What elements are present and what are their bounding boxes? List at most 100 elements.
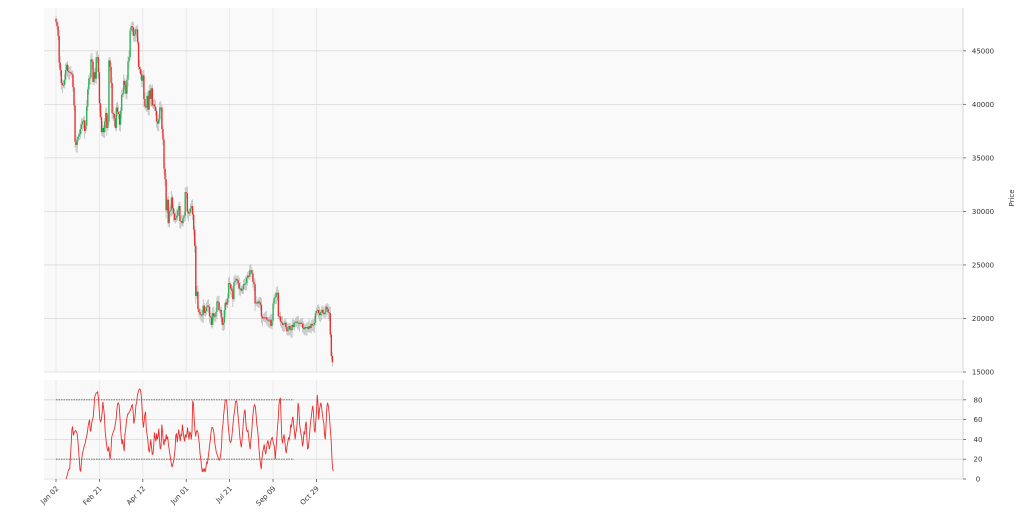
candle-up (244, 283, 247, 285)
candle-up (324, 312, 326, 315)
candle-down (131, 26, 133, 28)
candle-down (140, 69, 142, 75)
candle-down (71, 73, 73, 75)
candle-down (328, 312, 330, 314)
candle-up (272, 303, 274, 321)
candle-down (286, 327, 288, 332)
candle-down (172, 208, 175, 214)
indicator-layer (56, 388, 334, 480)
indicator-tick-label: 20 (974, 456, 983, 464)
candle-up (233, 282, 235, 300)
candle-down (61, 82, 64, 86)
candle-down (132, 27, 135, 36)
candle-down (141, 74, 143, 81)
y-tick-label: 30000 (972, 208, 994, 216)
candle-down (164, 168, 166, 180)
x-tick-label: Feb 21 (82, 485, 104, 507)
candle-up (166, 199, 168, 211)
candle-up (142, 75, 144, 81)
candle-down (173, 213, 176, 220)
candle-up (227, 283, 230, 299)
candle-down (185, 192, 187, 194)
x-tick-label: Sep 09 (255, 485, 278, 508)
candle-down (117, 111, 120, 114)
candle-up (62, 85, 65, 87)
candle-down (156, 121, 159, 124)
candle-down (116, 107, 119, 112)
candle-down (210, 317, 213, 325)
candle-down (277, 292, 280, 317)
candle-up (133, 34, 136, 36)
candle-down (110, 66, 112, 83)
candle-down (91, 59, 93, 62)
candle-up (274, 297, 276, 299)
candle-down (155, 110, 158, 122)
candle-down (317, 309, 320, 314)
candle-down (267, 319, 269, 321)
candle-down (138, 66, 141, 70)
candle-down (167, 199, 169, 224)
candle-up (104, 121, 106, 133)
candle-up (107, 121, 109, 128)
candle-up (176, 215, 178, 218)
candle-down (228, 283, 231, 285)
candle-up (287, 330, 289, 332)
candle-down (75, 141, 77, 146)
candle-down (136, 29, 139, 43)
candle-down (143, 75, 145, 99)
candle-down (307, 327, 309, 330)
candle-down (73, 87, 75, 106)
candle-down (92, 61, 94, 82)
candle-down (309, 325, 311, 329)
candle-up (134, 29, 137, 35)
candle-up (246, 275, 249, 278)
candle-up (310, 323, 312, 329)
candle-down (124, 80, 126, 86)
candle-down (252, 273, 254, 283)
candle-down (225, 302, 228, 305)
candle-down (179, 206, 181, 222)
candle-down (200, 314, 202, 316)
candle-down (97, 57, 100, 73)
candle-up (299, 322, 302, 324)
candle-up (184, 192, 186, 216)
candle-down (251, 270, 253, 274)
candle-up (160, 107, 162, 109)
candle-down (111, 82, 113, 113)
x-tick-label: Jan 02 (39, 485, 61, 507)
candle-down (285, 322, 287, 328)
candle-down (186, 193, 189, 212)
candle-down (326, 306, 328, 309)
candle-up (76, 139, 78, 146)
indicator-tick-label: 80 (974, 396, 983, 404)
indicator-tick-label: 0 (976, 476, 980, 484)
candle-up (79, 128, 82, 135)
candle-down (55, 18, 57, 22)
candle-down (218, 302, 220, 310)
candle-up (264, 317, 267, 319)
candle-down (149, 90, 151, 99)
candle-down (258, 301, 261, 303)
candle-up (294, 321, 297, 323)
candle-down (114, 118, 117, 128)
candle-up (320, 312, 322, 316)
candle-down (213, 313, 215, 317)
candle-up (170, 197, 173, 211)
candle-down (74, 105, 76, 142)
candle-up (119, 110, 122, 125)
candle-down (238, 283, 240, 289)
candle-up (105, 112, 107, 122)
candle-up (80, 124, 83, 129)
candle-down (147, 95, 149, 110)
candle-down (199, 312, 201, 315)
candle-down (231, 288, 233, 291)
candle-up (275, 292, 277, 298)
candle-up (126, 79, 128, 94)
candle-down (327, 308, 329, 313)
candle-up (295, 321, 298, 323)
candle-down (192, 214, 195, 230)
candle-down (290, 329, 292, 331)
candle-up (63, 79, 66, 86)
candle-down (209, 316, 212, 318)
